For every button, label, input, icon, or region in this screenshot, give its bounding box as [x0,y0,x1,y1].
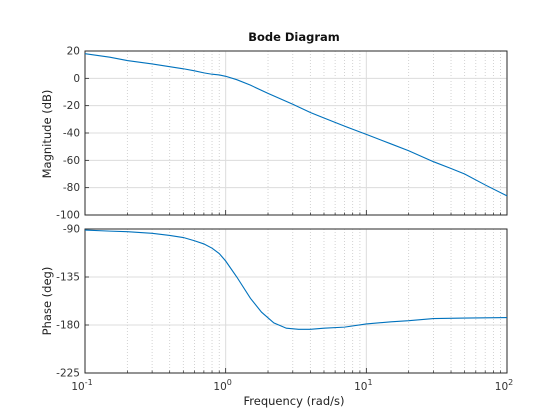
magnitude-axis-label: Magnitude (dB) [40,90,54,179]
phase-y-tick-label: -225 [56,368,80,380]
phase-y-tick-label: -135 [56,272,80,284]
x-tick-label: 102 [495,378,513,393]
phase-axes-frame [84,228,508,374]
magnitude-y-tick-label: -40 [63,128,80,140]
phase-y-tick-label: -180 [56,320,80,332]
frequency-axis-label: Frequency (rad/s) [244,394,345,408]
x-tick-label: 101 [354,378,372,393]
magnitude-y-tick-label: -20 [63,100,80,112]
x-tick-label: 100 [213,378,231,393]
phase-axis-label: Phase (deg) [40,267,54,336]
x-tick-label: 10-1 [71,378,92,393]
phase-curve [84,229,508,330]
magnitude-axes-frame [84,50,508,216]
magnitude-y-tick-label: -100 [56,210,80,222]
magnitude-y-tick-label: -60 [63,155,80,167]
phase-axes-box [84,228,508,374]
phase-y-tick-label: -90 [63,224,80,236]
magnitude-y-tick-label: -80 [63,182,80,194]
magnitude-curve [84,53,508,197]
magnitude-plot: 20 0 -20 -40 -60 -80 -100 [56,46,508,222]
chart-title: Bode Diagram [248,30,340,44]
magnitude-y-tick-label: 20 [67,46,80,58]
magnitude-y-tick-label: 0 [73,73,80,85]
